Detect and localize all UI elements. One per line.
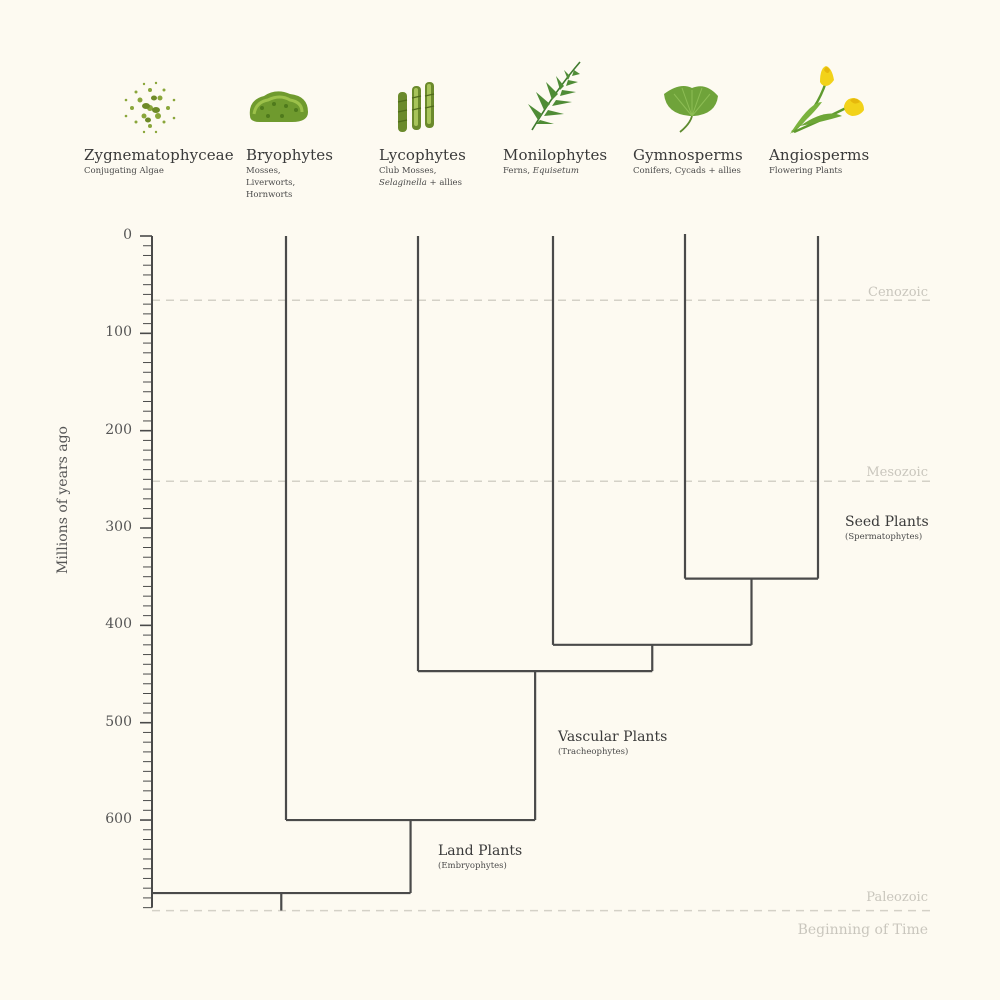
clade-alt-name: (Spermatophytes): [845, 532, 923, 542]
clade-name: Land Plants: [438, 843, 523, 859]
taxon-description: Ferns, Equisetum: [503, 166, 579, 176]
era-label-beginning-of-time: Beginning of Time: [797, 922, 928, 938]
era-label-paleozoic: Paleozoic: [866, 890, 928, 905]
taxon-monilophytes: Monilophytes Ferns, Equisetum: [503, 146, 607, 177]
y-axis-tick-label: 400: [105, 616, 132, 633]
ginkgo-leaf-icon: [664, 86, 718, 133]
clade-name: Vascular Plants: [558, 729, 668, 745]
taxon-name: Gymnosperms: [633, 146, 743, 164]
y-axis-tick-label: 0: [123, 227, 132, 243]
conjugating-algae-icon: [124, 81, 176, 134]
y-axis-tick-label: 500: [105, 713, 132, 730]
y-axis-tick-label: 300: [105, 519, 132, 536]
era-label-cenozoic: Cenozoic: [868, 285, 928, 300]
taxon-bryophytes: Bryophytes Mosses, Liverworts, Hornworts: [246, 146, 333, 201]
clade-label-vascular-plants: Vascular Plants (Tracheophytes): [558, 729, 667, 757]
taxon-description: Conifers, Cycads + allies: [633, 166, 741, 176]
tulip-icon: [790, 66, 864, 134]
taxon-name: Lycophytes: [379, 146, 466, 164]
y-axis-tick-label: 100: [105, 324, 132, 341]
taxon-name: Bryophytes: [246, 146, 334, 164]
y-axis-tick-label: 200: [105, 421, 132, 438]
taxon-description: Selaginella + allies: [379, 178, 462, 188]
taxon-description: Flowering Plants: [769, 166, 843, 176]
era-label-mesozoic: Mesozoic: [866, 465, 928, 480]
clade-name: Seed Plants: [845, 514, 929, 530]
taxon-gymnosperms: Gymnosperms Conifers, Cycads + allies: [633, 146, 743, 177]
taxon-lycophytes: Lycophytes Club Mosses, Selaginella + al…: [379, 146, 466, 189]
moss-icon: [249, 91, 308, 122]
taxon-description: Hornworts: [246, 190, 293, 200]
taxon-name: Monilophytes: [503, 146, 608, 164]
taxon-description: Conjugating Algae: [84, 166, 164, 176]
taxon-description: Mosses,: [246, 166, 281, 176]
club-moss-icon: [397, 82, 435, 132]
clade-label-land-plants: Land Plants (Embryophytes): [438, 843, 522, 871]
taxon-description: Liverworts,: [246, 178, 296, 188]
fern-icon: [528, 61, 581, 131]
taxon-description: Club Mosses,: [379, 166, 437, 176]
taxon-angiosperms: Angiosperms Flowering Plants: [769, 146, 869, 177]
taxon-name: Zygnematophyceae: [84, 146, 234, 164]
taxon-zygnematophyceae: Zygnematophyceae Conjugating Algae: [84, 146, 234, 177]
y-axis-tick-label: 600: [105, 811, 132, 828]
y-axis-title: Millions of years ago: [55, 426, 71, 574]
clade-label-seed-plants: Seed Plants (Spermatophytes): [845, 514, 929, 542]
taxon-name: Angiosperms: [769, 146, 870, 164]
clade-alt-name: (Embryophytes): [438, 861, 507, 871]
clade-alt-name: (Tracheophytes): [558, 747, 629, 757]
